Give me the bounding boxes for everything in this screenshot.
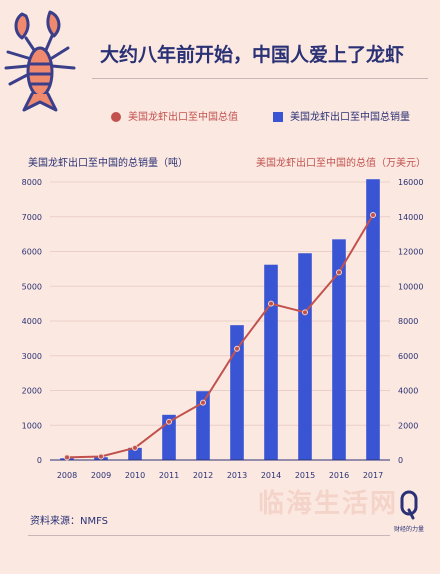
bar <box>196 391 210 460</box>
x-tick-label: 2016 <box>329 471 349 480</box>
value-point <box>302 309 308 316</box>
x-tick-label: 2009 <box>91 471 111 480</box>
source-note: 资料来源：NMFS <box>30 516 109 527</box>
lobster-icon <box>4 10 76 112</box>
value-point <box>234 345 240 352</box>
left-tick-label: 2000 <box>22 387 42 396</box>
value-point <box>336 269 342 276</box>
bar <box>128 447 142 460</box>
x-tick-label: 2015 <box>295 471 315 480</box>
right-axis-title: 美国龙虾出口至中国的总值（万美元） <box>256 158 426 169</box>
left-tick-label: 8000 <box>22 178 42 187</box>
right-tick-label: 10000 <box>398 282 423 291</box>
value-point <box>268 300 274 307</box>
value-line <box>66 214 374 459</box>
right-tick-label: 4000 <box>398 387 418 396</box>
right-tick-label: 16000 <box>398 178 423 187</box>
bar <box>366 179 380 460</box>
legend-line-swatch <box>111 112 121 122</box>
value-point <box>370 212 376 219</box>
left-tick-label: 6000 <box>22 248 42 257</box>
value-point <box>64 454 70 461</box>
bar <box>230 325 244 460</box>
x-tick-label: 2008 <box>57 471 77 480</box>
value-point <box>166 418 172 425</box>
x-tick-label: 2013 <box>227 471 247 480</box>
x-tick-label: 2014 <box>261 471 281 480</box>
x-tick-label: 2017 <box>363 471 383 480</box>
right-tick-label: 8000 <box>398 317 418 326</box>
brand-logo: 财经的力量 <box>392 490 426 533</box>
bar <box>332 239 346 460</box>
watermark: 临海生活网 <box>258 489 399 519</box>
brand-text: 财经的力量 <box>393 526 424 533</box>
legend-line-label: 美国龙虾出口至中国总值 <box>128 112 238 123</box>
left-tick-label: 5000 <box>22 282 42 291</box>
right-tick-label: 0 <box>398 456 403 465</box>
legend-bar-entry: 美国龙虾出口至中国总销量 <box>272 108 410 123</box>
footer-divider <box>28 535 390 536</box>
legend-line-entry: 美国龙虾出口至中国总值 <box>110 108 238 123</box>
bar <box>162 414 176 460</box>
right-tick-label: 2000 <box>398 421 418 430</box>
left-tick-label: 7000 <box>22 213 42 222</box>
right-tick-label: 6000 <box>398 352 418 361</box>
value-point <box>132 444 138 451</box>
value-point <box>98 453 104 460</box>
chart-title: 大约八年前开始，中国人爱上了龙虾 <box>100 44 405 66</box>
left-tick-label: 0 <box>37 456 42 465</box>
x-tick-label: 2012 <box>193 471 213 480</box>
left-tick-label: 3000 <box>22 352 42 361</box>
bar <box>298 253 312 460</box>
left-axis-title: 美国龙虾出口至中国的总销量（吨） <box>28 158 188 169</box>
bar <box>264 264 278 460</box>
right-tick-label: 12000 <box>398 248 423 257</box>
title-divider <box>92 78 428 79</box>
value-point <box>200 399 206 406</box>
x-tick-label: 2010 <box>125 471 145 480</box>
brand-mark-icon <box>400 490 418 520</box>
right-tick-label: 14000 <box>398 213 423 222</box>
legend-bar-swatch <box>273 112 283 122</box>
left-tick-label: 4000 <box>22 317 42 326</box>
x-tick-label: 2011 <box>159 471 179 480</box>
chart-plot: 0 1000 2000 3000 4000 5000 6000 7000 8000 0 2000 40… <box>22 178 424 480</box>
left-tick-label: 1000 <box>22 421 42 430</box>
legend-bar-label: 美国龙虾出口至中国总销量 <box>290 112 410 123</box>
